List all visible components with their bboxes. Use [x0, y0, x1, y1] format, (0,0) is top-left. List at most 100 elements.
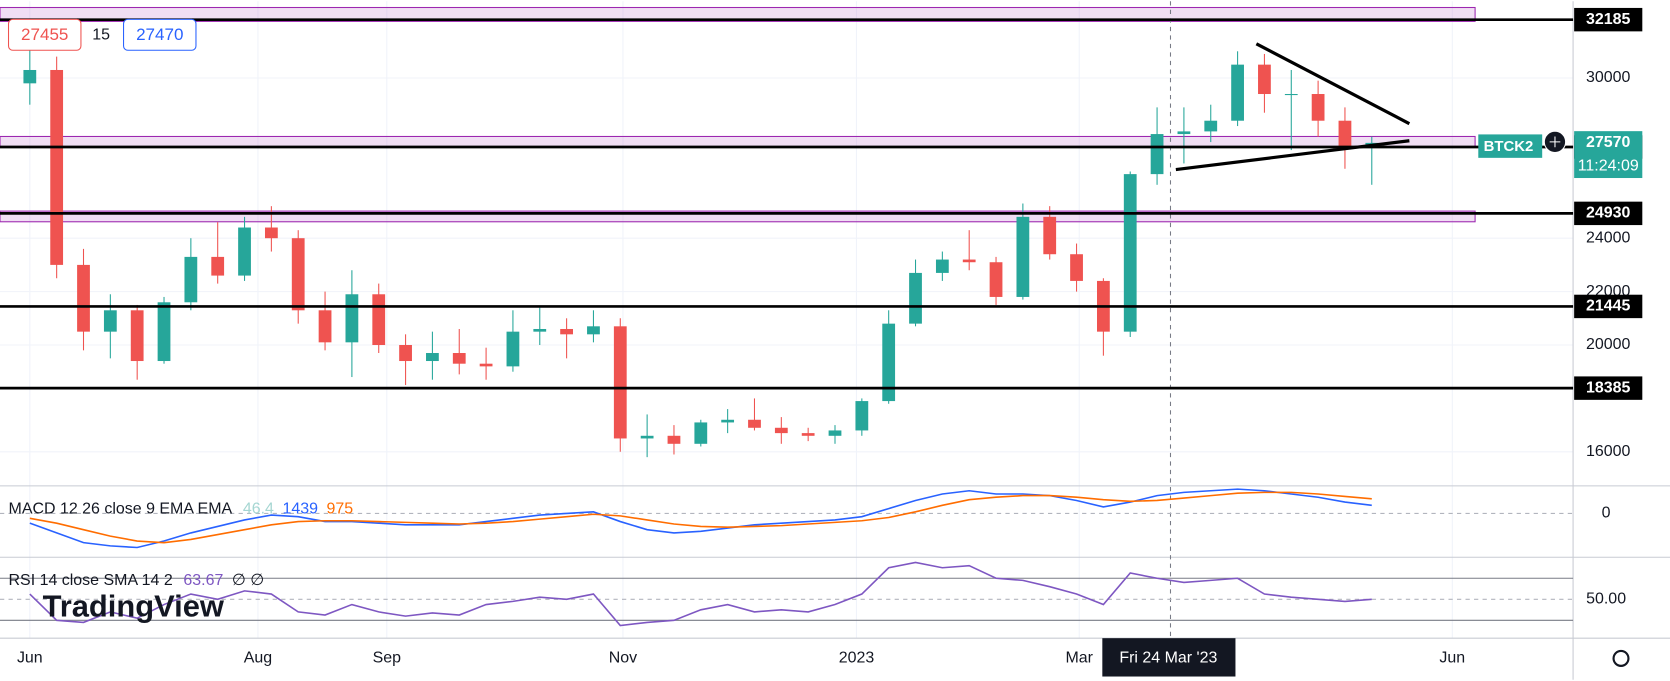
candle-body: [640, 435, 654, 439]
candle-body: [130, 310, 144, 362]
crosshair-date-box: [1102, 638, 1236, 677]
legend-value: ∅ ∅: [232, 572, 264, 589]
candle-body: [1043, 216, 1057, 255]
countdown: 11:24:09: [1578, 158, 1639, 175]
zone: [0, 210, 1476, 223]
candle-body: [1258, 64, 1271, 95]
candle-body: [855, 401, 869, 431]
candle-body: [77, 264, 90, 332]
trendline: [1175, 139, 1410, 172]
candle-body: [989, 262, 1003, 297]
symbol-tag: BTCK2: [1484, 139, 1534, 155]
zone: [0, 6, 1476, 22]
candle-body: [1177, 131, 1191, 135]
bid-box[interactable]: [7, 18, 82, 51]
candle-body: [211, 256, 225, 276]
x-tick-label: Nov: [609, 650, 637, 667]
candle-body: [774, 427, 788, 434]
candle-body: [828, 430, 842, 436]
y-tick-label: 20000: [1586, 336, 1631, 353]
candle-body: [264, 227, 278, 239]
bid: 27455: [21, 25, 68, 44]
indicator-line: [29, 491, 1372, 544]
y-tick-label: 24000: [1586, 229, 1631, 246]
candle-body: [587, 326, 600, 335]
candle-body: [399, 345, 412, 362]
candle-body: [50, 69, 64, 265]
candle-body: [238, 227, 251, 276]
candle-body: [613, 326, 627, 439]
ask: 27470: [136, 25, 183, 44]
candle-body: [721, 419, 735, 423]
ask-box[interactable]: [123, 18, 197, 51]
candle-body: [1150, 134, 1164, 175]
y-tick-label: 16000: [1586, 443, 1631, 460]
x-tick-label: Mar: [1065, 650, 1093, 667]
trendline: [1255, 42, 1411, 126]
indicator-line: [29, 561, 1372, 627]
legend-value: 975: [326, 501, 353, 518]
candle-body: [506, 331, 520, 367]
candle-body: [882, 323, 896, 402]
symbol-tag-box: [1478, 134, 1543, 158]
candle-body: [1338, 120, 1352, 148]
last-price: 27570: [1586, 134, 1631, 151]
candle-body: [372, 294, 386, 346]
settings-icon[interactable]: [1612, 649, 1630, 667]
candle-body: [1070, 254, 1083, 281]
x-tick-label: Sep: [373, 650, 402, 667]
spread: 15: [92, 27, 110, 44]
legend-value: 1439: [282, 501, 318, 518]
y-tick-label: 0: [1602, 505, 1611, 522]
candle-body: [935, 259, 949, 273]
add-icon: [1549, 136, 1561, 148]
indicator-title: MACD 12 26 close 9 EMA EMA: [9, 501, 233, 518]
candle-body: [801, 433, 815, 436]
y-tick-label: 50.00: [1586, 591, 1626, 608]
candle-body: [1231, 64, 1244, 121]
legend-value: 46.4: [243, 501, 274, 518]
level-label: 18385: [1586, 379, 1631, 396]
candle-body: [694, 422, 708, 444]
candle-body: [1284, 94, 1298, 96]
level-label-box: [1574, 294, 1643, 319]
level-label-box: [1574, 376, 1643, 400]
level-label-box: [1574, 201, 1643, 226]
level-label-box: [1574, 7, 1643, 32]
candle-body: [748, 419, 761, 428]
candle-body: [184, 256, 198, 303]
legend-value: 63.67: [183, 572, 223, 589]
candle-body: [667, 435, 681, 444]
x-tick-label: Jun: [1439, 650, 1465, 667]
level-label: 24930: [1586, 205, 1631, 222]
candle-body: [452, 353, 466, 364]
indicator-title: RSI 14 close SMA 14 2: [9, 572, 173, 589]
candle-body: [157, 302, 171, 362]
candle-body: [533, 328, 547, 332]
indicator-line: [29, 488, 1372, 549]
level-label: 21445: [1586, 298, 1631, 315]
level-label: 32185: [1586, 11, 1631, 28]
zone: [0, 135, 1476, 148]
x-tick-label: Jun: [17, 650, 43, 667]
candle-body: [479, 363, 493, 367]
candle-body: [909, 272, 922, 324]
x-tick-label: 2023: [839, 650, 875, 667]
candle-body: [291, 238, 305, 311]
candle-body: [103, 310, 117, 332]
candle-body: [23, 69, 37, 84]
candle-body: [426, 353, 439, 362]
y-tick-label: 30000: [1586, 69, 1631, 86]
crosshair-date: Fri 24 Mar '23: [1119, 650, 1217, 667]
candle-body: [560, 328, 573, 335]
candle-body: [345, 294, 359, 343]
candle-body: [962, 259, 976, 263]
candle-body: [318, 310, 332, 343]
x-tick-label: Aug: [244, 650, 272, 667]
candle-body: [1123, 174, 1137, 332]
watermark: TradingView: [43, 589, 225, 624]
candle-body: [1016, 216, 1030, 297]
last-price-box: [1574, 131, 1643, 179]
